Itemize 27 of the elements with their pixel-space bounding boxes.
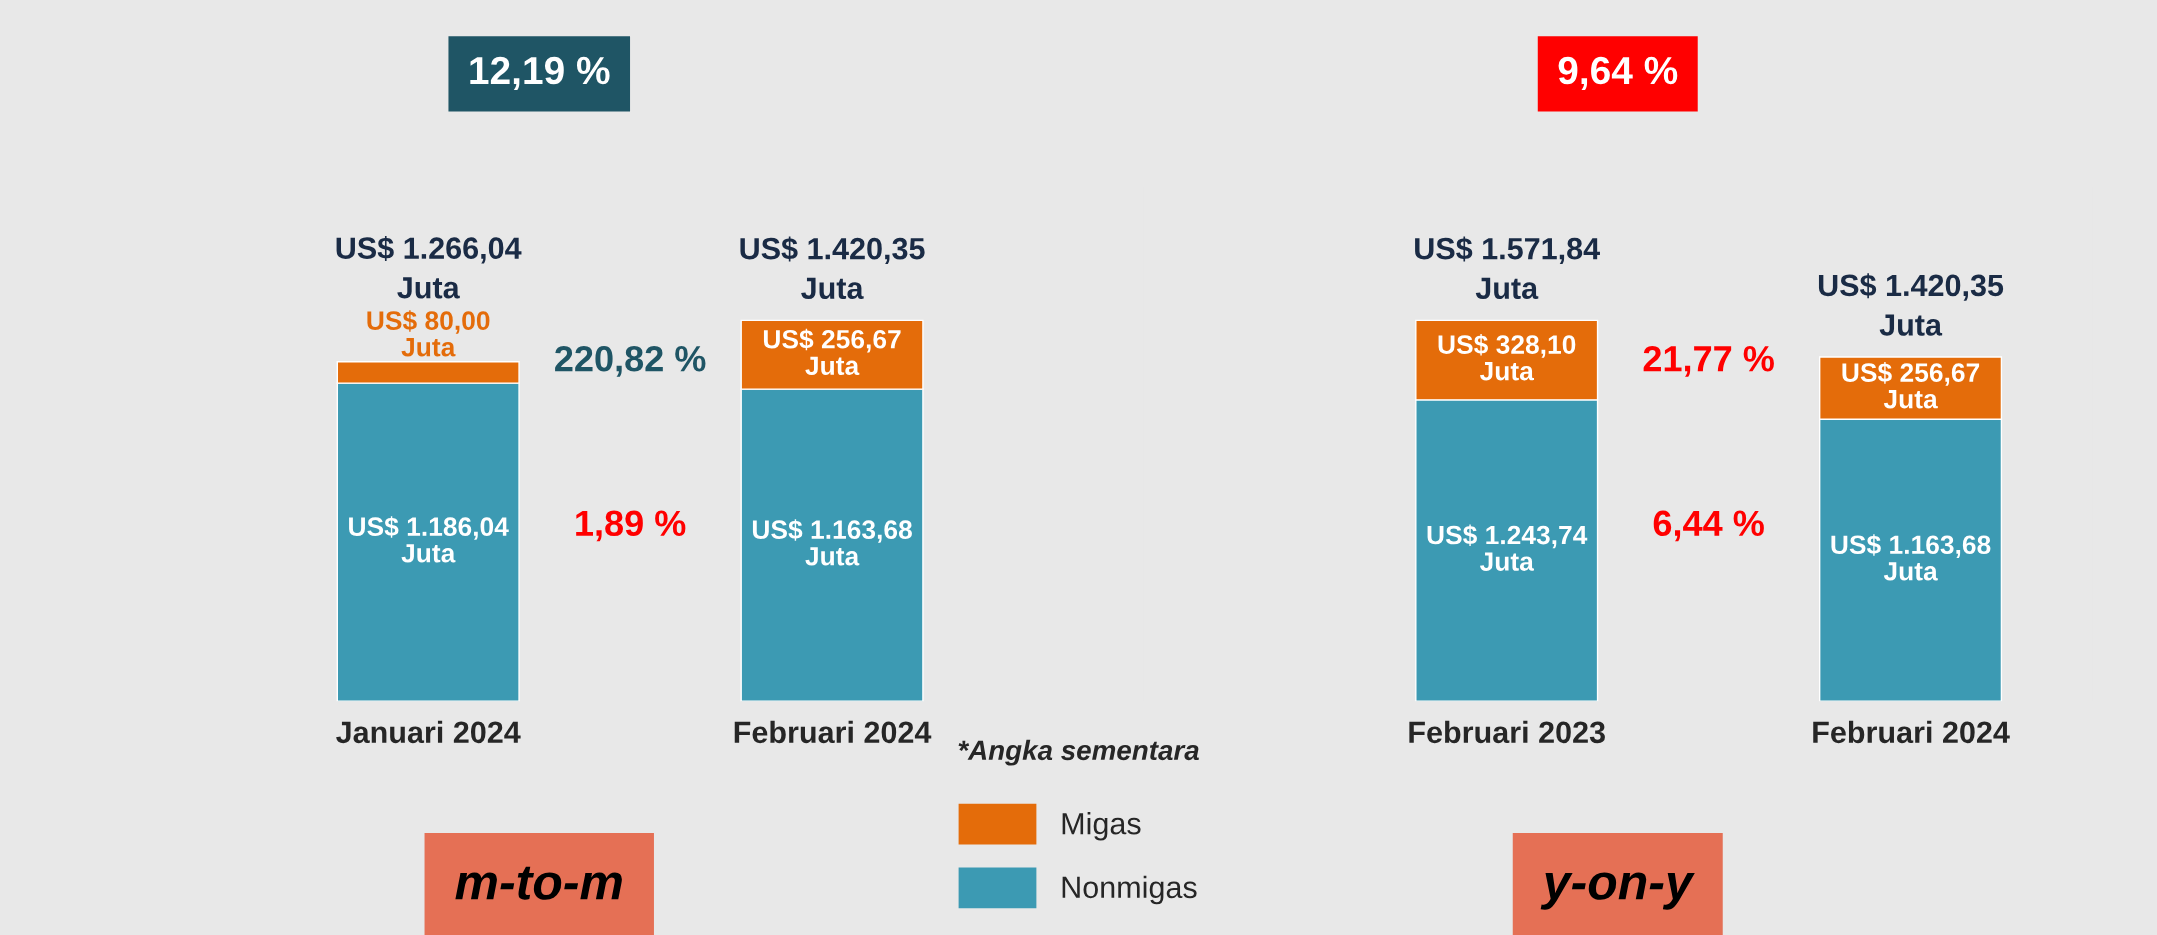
data-label: US$ 1.163,68 Juta <box>752 519 912 566</box>
data-label: US$ 256,67 Juta <box>763 328 901 376</box>
annotation: 21,77 % <box>1643 345 1774 377</box>
data-label: US$ 1.186,04 Juta <box>349 516 509 563</box>
x-tick-label: Januari 2024 <box>336 720 521 744</box>
data-label: US$ 1.163,68 Juta <box>1831 534 1991 581</box>
x-tick-label: Februari 2024 <box>1813 720 2010 744</box>
x-tick-label: Februari 2023 <box>1409 720 1605 744</box>
text: 9,64 % <box>1558 56 1678 90</box>
legend-label: Migas <box>1062 812 1141 841</box>
annotation: 1,89 % <box>576 510 686 542</box>
text: y-on-y <box>1540 872 1695 910</box>
data-label: US$ 80,00 Juta <box>367 310 490 357</box>
legend-label: Nonmigas <box>1062 875 1197 905</box>
text: 12,19 % <box>470 56 610 90</box>
annotation: 6,44 % <box>1653 510 1764 542</box>
total-label: US$ 1.571,84 Juta <box>1415 236 1600 300</box>
x-tick-label: Februari 2024 <box>734 720 932 744</box>
total-label: US$ 1.420,35 Juta <box>1818 273 2004 336</box>
total-label: US$ 1.420,35 Juta <box>740 236 925 300</box>
total-label: US$ 1.266,04 Juta <box>336 236 522 299</box>
data-label: US$ 328,10 Juta <box>1438 334 1576 381</box>
text: m-to-m <box>455 866 622 900</box>
data-label: US$ 1.243,74 Juta <box>1427 524 1588 571</box>
text: *Angka sementara <box>958 739 1199 766</box>
annotation: 220,82 % <box>555 345 706 377</box>
data-label: US$ 256,67 Juta <box>1842 362 1980 409</box>
